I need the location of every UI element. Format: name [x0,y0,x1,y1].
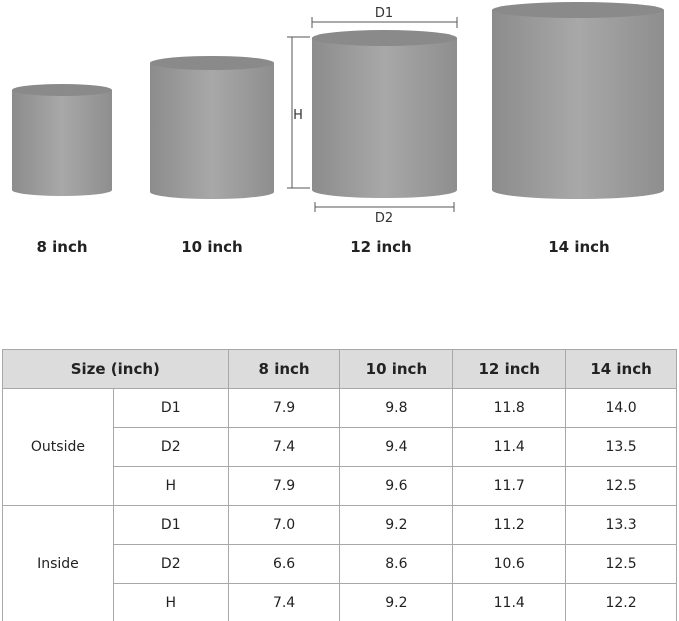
table-row: H 7.4 9.2 11.4 12.2 [3,583,677,621]
value-cell: 13.3 [565,505,677,545]
pot-8-inch [12,84,112,196]
dimension-cell: H [112,583,229,621]
pots-illustration: D1 D2 H [12,2,664,226]
value-cell: 11.7 [452,466,567,506]
value-cell: 9.8 [339,388,454,428]
table-row: Inside D1 7.0 9.2 11.2 13.3 [2,505,677,621]
value-cell: 7.4 [227,583,341,621]
value-cell: 11.8 [452,388,567,428]
size-table: Size (inch) 8 inch 10 inch 12 inch 14 in… [2,349,677,621]
value-cell: 6.6 [227,544,341,584]
value-cell: 12.5 [565,466,677,506]
group-label: Outside [2,388,114,506]
d1-label: D1 [375,6,393,21]
pot-label: 12 inch [350,238,412,256]
table-header: Size (inch) 8 inch 10 inch 12 inch 14 in… [2,349,677,389]
pot-12-inch [312,30,457,199]
dimension-lines [287,17,458,212]
value-cell: 7.9 [227,466,341,506]
value-cell: 14.0 [565,388,677,428]
value-cell: 7.0 [227,505,341,545]
pot-label: 10 inch [181,238,243,256]
group-label: Inside [2,505,114,621]
table-row: D2 7.4 9.4 11.4 13.5 [3,427,677,467]
pot-10-inch [150,56,274,199]
table-row: Outside D1 7.9 9.8 11.8 14.0 [2,388,677,506]
dimension-cell: D1 [112,388,229,428]
dimension-cell: D2 [112,427,229,467]
d2-label: D2 [375,211,393,226]
column-header: 14 inch [565,349,677,389]
column-header: 8 inch [227,349,341,389]
pot-14-inch [492,2,664,199]
value-cell: 13.5 [565,427,677,467]
value-cell: 9.2 [339,505,454,545]
value-cell: 9.6 [339,466,454,506]
value-cell: 10.6 [452,544,567,584]
pot-label: 14 inch [548,238,610,256]
value-cell: 11.2 [452,505,567,545]
value-cell: 7.9 [227,388,341,428]
size-header: Size (inch) [2,349,229,389]
column-header: 10 inch [339,349,454,389]
value-cell: 12.2 [565,583,677,621]
dimension-cell: H [112,466,229,506]
value-cell: 11.4 [452,583,567,621]
dimension-cell: D1 [112,505,229,545]
pot-label: 8 inch [36,238,88,256]
h-label: H [293,108,303,123]
value-cell: 7.4 [227,427,341,467]
value-cell: 9.2 [339,583,454,621]
dimension-cell: D2 [112,544,229,584]
value-cell: 8.6 [339,544,454,584]
value-cell: 12.5 [565,544,677,584]
value-cell: 11.4 [452,427,567,467]
column-header: 12 inch [452,349,567,389]
value-cell: 9.4 [339,427,454,467]
